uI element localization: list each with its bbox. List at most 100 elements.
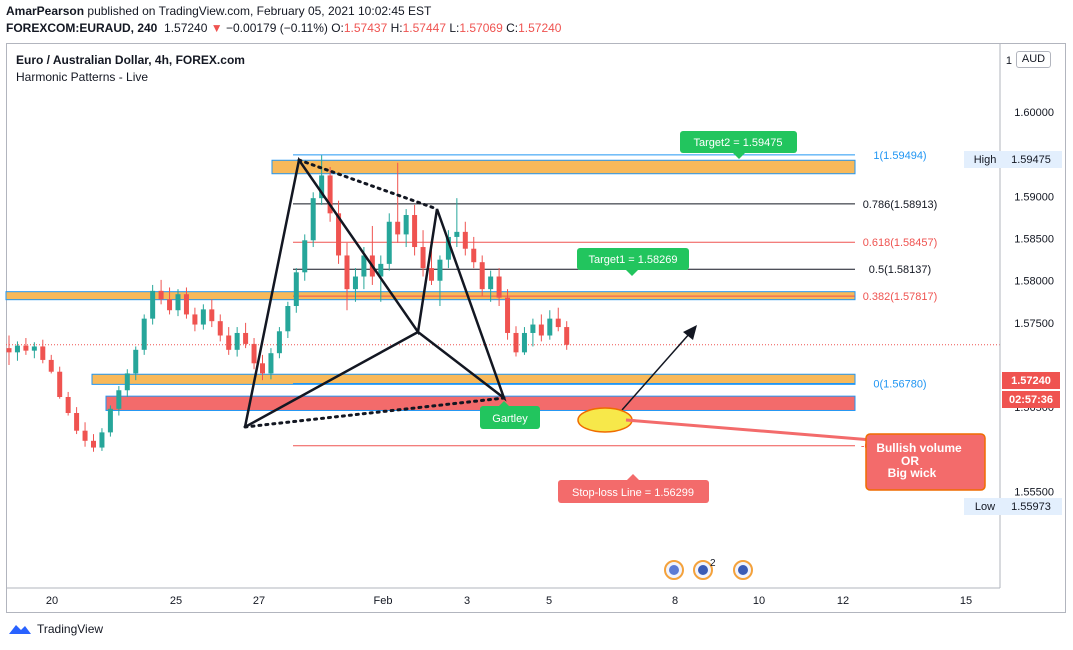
pattern-dotted-xb xyxy=(297,158,439,211)
candle xyxy=(564,321,570,350)
candle xyxy=(91,434,96,452)
time-tick: 27 xyxy=(253,595,265,607)
flag-eu-icon xyxy=(669,565,679,575)
currency-button[interactable]: AUD xyxy=(1016,51,1051,68)
supply-zone-top xyxy=(271,159,856,175)
footer-brand[interactable]: TradingView xyxy=(8,622,103,636)
candle xyxy=(116,386,122,416)
candle xyxy=(175,289,181,317)
candle xyxy=(74,407,80,435)
flag-au-icon xyxy=(698,565,708,575)
high-price-tag: High 1.59475 xyxy=(964,151,1062,168)
candle xyxy=(530,318,536,347)
candle xyxy=(521,327,527,355)
tradingview-logo-icon xyxy=(9,625,31,634)
time-tick: 5 xyxy=(546,595,552,607)
time-tick: 3 xyxy=(464,595,470,607)
svg-text:1.55973: 1.55973 xyxy=(1011,501,1051,513)
publish-info: AmarPearson published on TradingView.com… xyxy=(6,4,431,18)
low-label: L: xyxy=(449,21,460,35)
target1-label xyxy=(577,248,689,270)
svg-text:Low: Low xyxy=(975,501,995,513)
candle xyxy=(420,230,426,277)
time-tick: 15 xyxy=(960,595,972,607)
price-tick: 1.55500 xyxy=(1014,486,1054,498)
time-tick: 12 xyxy=(837,595,849,607)
close-value: 1.57240 xyxy=(518,21,562,35)
open-value: 1.57437 xyxy=(343,21,388,35)
time-tick: 20 xyxy=(46,595,58,607)
candle xyxy=(268,348,274,380)
candle xyxy=(226,327,232,355)
candle xyxy=(555,307,561,332)
fib-label: 0(1.56780) xyxy=(873,379,926,391)
high-value: 1.57447 xyxy=(402,21,446,35)
svg-text:1.57240: 1.57240 xyxy=(1011,375,1051,387)
chart-frame xyxy=(6,43,1066,613)
candle xyxy=(209,299,215,328)
candle xyxy=(319,155,325,205)
candle xyxy=(445,230,451,269)
arrowhead-icon xyxy=(683,325,697,340)
close-label: C: xyxy=(506,21,519,35)
pattern-dotted-xd xyxy=(243,396,506,429)
symbol-label[interactable]: FOREXCOM:EURAUD, 240 xyxy=(6,21,158,35)
candle xyxy=(285,301,291,339)
candle xyxy=(234,327,240,357)
candle xyxy=(158,279,164,305)
target1-pointer xyxy=(626,270,638,276)
candle xyxy=(183,287,189,319)
candle xyxy=(251,338,257,370)
change-arrow-icon: ▼ xyxy=(210,21,223,35)
candle xyxy=(217,314,223,342)
price-tick: 1.58500 xyxy=(1014,234,1054,246)
candle xyxy=(124,369,130,397)
candle xyxy=(107,405,113,437)
price-tick: 1.59000 xyxy=(1014,191,1054,203)
target2-label xyxy=(680,131,797,153)
flag-au-icon xyxy=(738,565,748,575)
candle xyxy=(513,326,519,357)
fib-label: 0.5(1.58137) xyxy=(869,264,931,276)
callout-line-2: OR xyxy=(901,454,919,468)
candle xyxy=(99,428,105,451)
candle xyxy=(6,335,12,365)
target2-pointer xyxy=(733,153,745,159)
price-tick: 1.60000 xyxy=(1014,107,1054,119)
candle xyxy=(538,314,544,342)
candle xyxy=(496,268,502,307)
candle xyxy=(141,314,147,355)
target1-text: Target1 = 1.58269 xyxy=(589,254,678,266)
candle xyxy=(386,213,392,271)
candle xyxy=(302,234,308,281)
candle xyxy=(547,310,553,340)
price-tag: 02:57:36 xyxy=(1002,391,1060,408)
author-name[interactable]: AmarPearson xyxy=(6,4,85,18)
candle xyxy=(192,307,198,332)
fib-label: 0.786(1.58913) xyxy=(863,199,938,211)
candle xyxy=(82,422,88,447)
candle xyxy=(352,268,358,302)
callout-pointer xyxy=(625,418,873,442)
candle xyxy=(65,391,71,416)
candle xyxy=(412,204,418,256)
callout-line-3: Big wick xyxy=(888,466,937,480)
candle xyxy=(310,192,316,248)
candle xyxy=(150,284,156,325)
callout-box xyxy=(865,433,986,491)
candle xyxy=(31,342,37,359)
svg-text:1.59475: 1.59475 xyxy=(1011,154,1051,166)
price-tick: 1.58000 xyxy=(1014,276,1054,288)
candle xyxy=(488,270,494,302)
svg-text:High: High xyxy=(974,154,997,166)
candle xyxy=(133,346,139,381)
candle xyxy=(48,354,54,374)
candle xyxy=(200,304,206,330)
highlight-ellipse xyxy=(577,407,633,433)
gartley-text: Gartley xyxy=(492,413,528,425)
high-label: H: xyxy=(390,21,403,35)
candle xyxy=(167,287,173,315)
fib-label: 1(1.59494) xyxy=(873,150,926,162)
projection-arrow xyxy=(621,332,691,411)
